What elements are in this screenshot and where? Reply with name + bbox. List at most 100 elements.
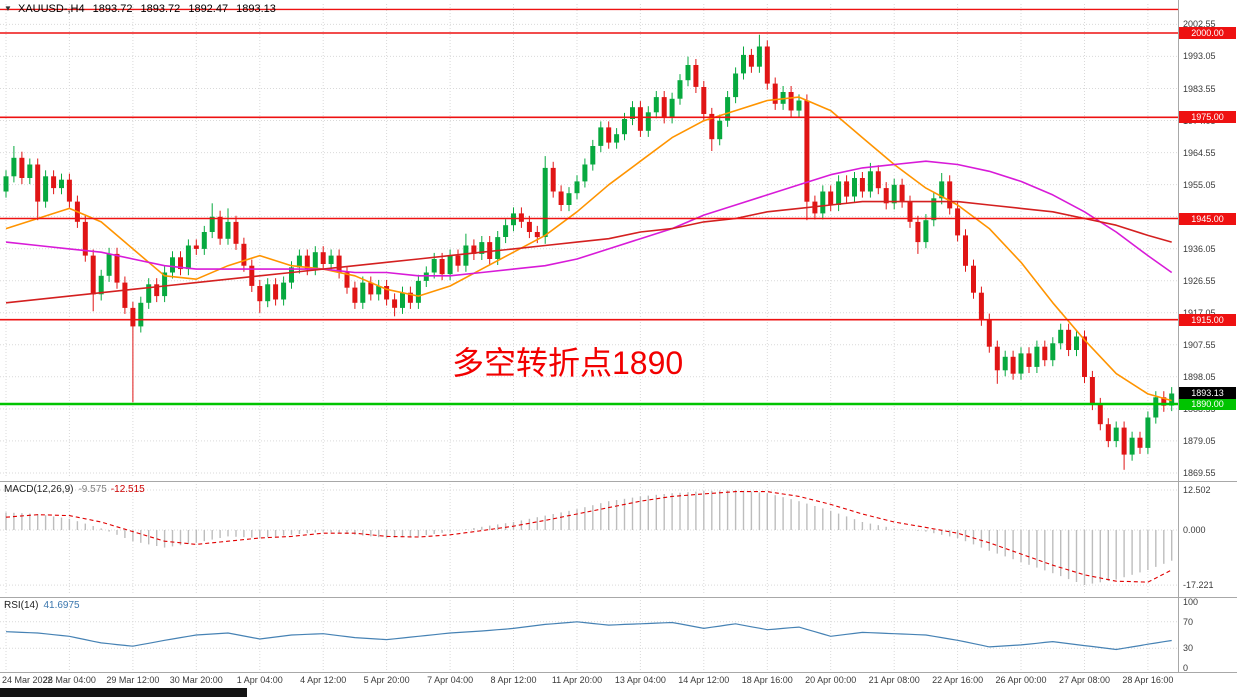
candle-body xyxy=(1010,356,1016,374)
candle-body xyxy=(526,221,532,232)
candle-body xyxy=(574,181,580,194)
candle-body xyxy=(1169,393,1175,406)
candle-body xyxy=(1153,397,1159,418)
candle-body xyxy=(915,221,921,243)
ohlc-open: 1893.72 xyxy=(92,3,133,15)
scrollbar-thumb[interactable] xyxy=(0,688,247,697)
candle-body xyxy=(725,97,731,121)
candle-body xyxy=(820,191,826,214)
candle-body xyxy=(3,176,9,192)
candle-body xyxy=(1089,377,1095,404)
candle-body xyxy=(1074,336,1079,350)
chart-annotation-text[interactable]: 多空转折点1890 xyxy=(452,345,684,381)
candle-body xyxy=(669,98,675,118)
candle-body xyxy=(122,282,128,308)
panel-separator-rsi[interactable] xyxy=(0,597,1237,598)
candle-body xyxy=(859,178,865,192)
candles-layer xyxy=(3,34,1175,470)
candle-body xyxy=(273,284,279,300)
candle-body xyxy=(19,157,25,178)
candle-body xyxy=(986,319,992,347)
candle-body xyxy=(384,286,390,300)
candle-body xyxy=(503,225,509,237)
candle-body xyxy=(796,100,802,111)
candle-body xyxy=(1034,346,1040,367)
candle-body xyxy=(1161,397,1167,406)
candle-body xyxy=(756,46,762,67)
candle-body xyxy=(225,221,231,239)
candle-body xyxy=(1121,427,1127,455)
candle-body xyxy=(963,235,968,266)
rsi-indicator-label: RSI(14) 41.6975 xyxy=(4,600,80,611)
candle-body xyxy=(217,216,223,239)
candle-body xyxy=(614,134,620,143)
ma-fast-orange-line xyxy=(5,96,1172,402)
candle-body xyxy=(1137,437,1143,448)
candle-body xyxy=(550,167,556,192)
candle-body xyxy=(645,112,651,131)
candle-body xyxy=(336,255,342,273)
candle-body xyxy=(1042,346,1048,361)
candle-body xyxy=(701,87,707,114)
macd-indicator-label: MACD(12,26,9) -9.575 -12.515 xyxy=(4,484,145,495)
candle-body xyxy=(971,265,976,293)
candle-body xyxy=(542,167,548,237)
candle-body xyxy=(780,92,786,104)
candle-body xyxy=(1105,424,1111,442)
candle-body xyxy=(304,255,310,270)
candle-body xyxy=(154,284,160,297)
candle-body xyxy=(598,127,604,146)
candle-body xyxy=(1129,437,1135,455)
macd-layer xyxy=(5,490,1173,585)
candle-body xyxy=(138,302,144,327)
candle-body xyxy=(257,286,263,302)
candle-body xyxy=(947,181,953,209)
candle-body xyxy=(11,157,17,177)
candle-body xyxy=(764,46,770,84)
candle-body xyxy=(447,255,453,275)
candle-body xyxy=(852,178,857,197)
candle-body xyxy=(114,253,120,283)
candle-body xyxy=(360,282,366,303)
candle-body xyxy=(463,245,469,266)
candle-body xyxy=(653,97,659,113)
candle-body xyxy=(748,54,754,67)
candle-body xyxy=(170,257,175,273)
candle-body xyxy=(1113,427,1119,442)
candle-body xyxy=(867,171,873,192)
panel-separator-macd[interactable] xyxy=(0,481,1237,482)
candle-body xyxy=(994,346,1000,371)
candle-body xyxy=(82,221,88,256)
candle-body xyxy=(804,100,810,202)
candle-body xyxy=(392,299,398,308)
candle-body xyxy=(328,255,334,264)
candle-body xyxy=(709,113,715,140)
candle-body xyxy=(693,65,699,87)
candle-body xyxy=(875,171,881,189)
candle-body xyxy=(637,107,643,131)
candle-body xyxy=(1097,404,1103,425)
hline-objects-layer[interactable] xyxy=(0,8,1178,406)
candle-body xyxy=(1026,353,1032,367)
candle-body xyxy=(233,221,239,244)
grid-layer xyxy=(0,4,1178,670)
candle-body xyxy=(812,201,818,214)
candle-body xyxy=(162,272,168,297)
candle-body xyxy=(931,198,937,221)
candle-body xyxy=(534,232,540,238)
rsi-name: RSI(14) xyxy=(4,600,39,611)
candle-body xyxy=(289,267,294,283)
candle-body xyxy=(415,280,421,303)
candle-body xyxy=(606,127,612,143)
rsi-line xyxy=(5,621,1172,651)
time-axis-separator xyxy=(0,672,1237,673)
candle-body xyxy=(590,146,596,165)
candle-body xyxy=(558,191,564,205)
macd-signal-line xyxy=(5,491,1172,583)
candle-body xyxy=(1002,356,1008,371)
macd-signal-value: -12.515 xyxy=(110,484,145,495)
candle-body xyxy=(939,181,945,199)
candle-body xyxy=(27,164,33,178)
